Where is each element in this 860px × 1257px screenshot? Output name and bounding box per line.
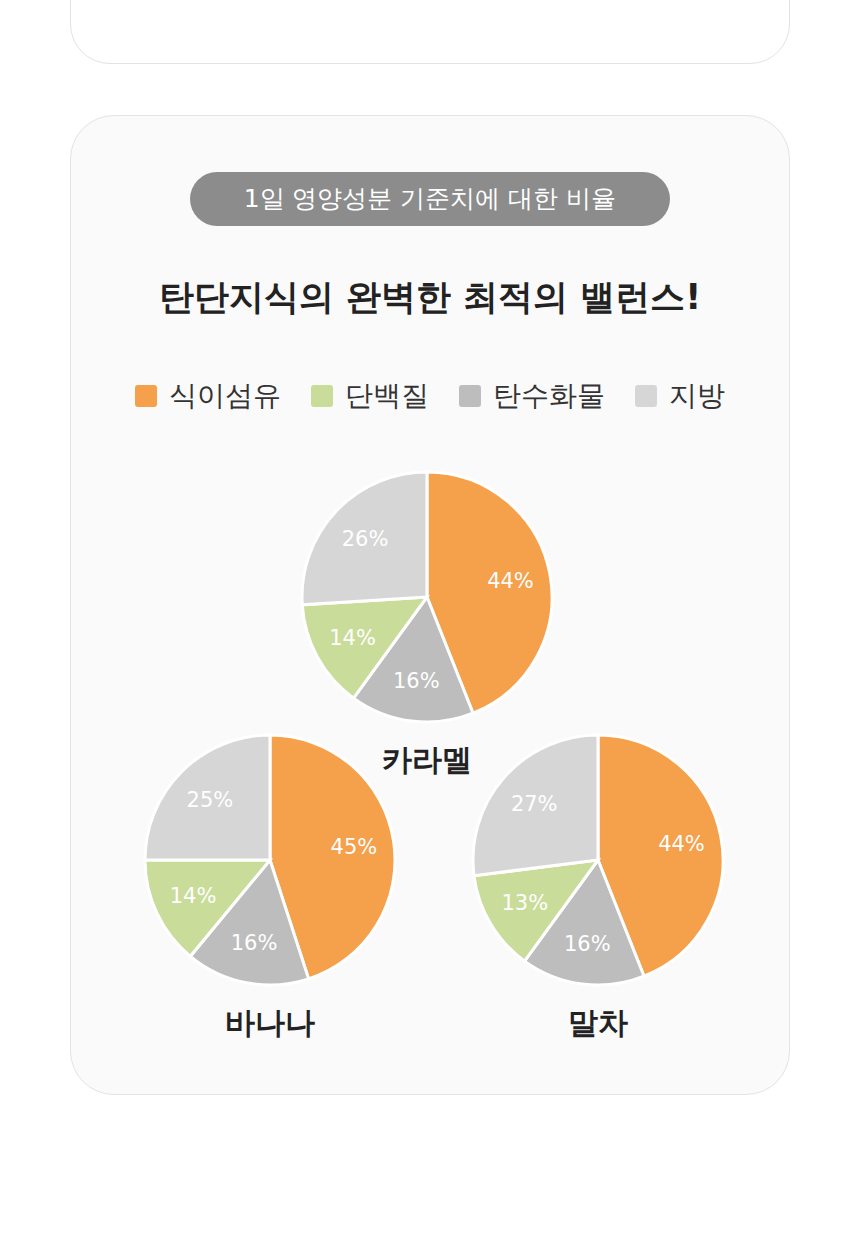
svg-text:45%: 45%: [331, 835, 378, 859]
html-text:1일 영양성분 기준치에 대한 비율: 1일 영양성분 기준치에 대한 비율: [243, 184, 617, 213]
svg-text:16%: 16%: [393, 669, 440, 693]
svg-text:14%: 14%: [329, 626, 376, 650]
html-text:말차: 말차: [568, 1005, 628, 1040]
html-text:바나나: 바나나: [225, 1005, 315, 1040]
svg-text:16%: 16%: [564, 932, 611, 956]
html-text:식이섬유: 식이섬유: [169, 379, 281, 412]
html-text:탄수화물: 탄수화물: [493, 379, 605, 412]
svg-text:27%: 27%: [511, 792, 558, 816]
svg-text:13%: 13%: [501, 891, 548, 915]
html-text:지방: 지방: [669, 379, 725, 412]
svg-text:25%: 25%: [187, 788, 234, 812]
html-text:탄단지식의 완벽한 최적의 밸런스!: 탄단지식의 완벽한 최적의 밸런스!: [158, 277, 702, 317]
html-text:단백질: 단백질: [345, 379, 429, 412]
html-text:카라멜: 카라멜: [382, 742, 472, 777]
svg-text:26%: 26%: [342, 527, 389, 551]
svg-text:44%: 44%: [487, 569, 534, 593]
svg-text:44%: 44%: [658, 832, 705, 856]
svg-text:14%: 14%: [170, 884, 217, 908]
svg-text:16%: 16%: [231, 931, 278, 955]
